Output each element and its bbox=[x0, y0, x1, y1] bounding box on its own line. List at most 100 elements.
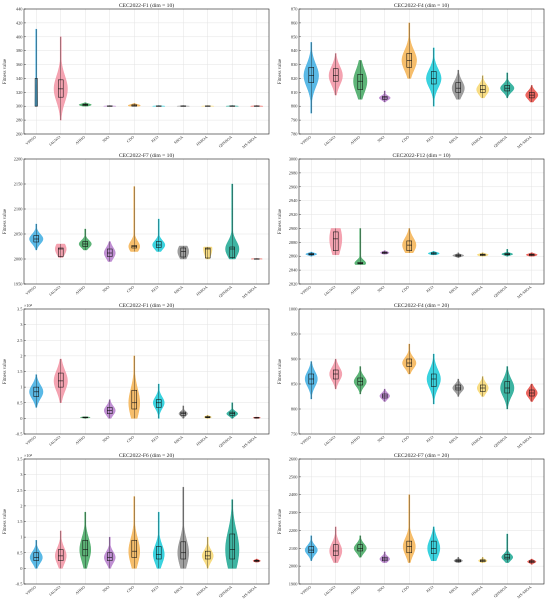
y-multiplier: ×10⁴ bbox=[24, 303, 33, 308]
x-category-label: MS-SBOA bbox=[517, 585, 533, 599]
iqr-box bbox=[308, 546, 314, 554]
violin-panel-1: 260 280 300 320 340 360 380 400 420 440 VPPSO IAGWO… bbox=[3, 2, 270, 149]
x-category-label: KEO bbox=[151, 585, 160, 593]
x-category-label: AHHO bbox=[75, 585, 86, 595]
y-axis-label: Fitness value bbox=[3, 59, 8, 84]
x-category-label: KEO bbox=[151, 135, 160, 143]
x-category-label: HSBOA bbox=[196, 585, 209, 597]
iqr-box bbox=[82, 539, 88, 557]
x-category-label: AHHO bbox=[350, 585, 361, 595]
x-category-label: SBOA bbox=[173, 285, 184, 295]
y-tick-label: 3000 bbox=[289, 157, 299, 162]
x-category-label: AHHO bbox=[350, 435, 361, 445]
iqr-box bbox=[431, 71, 437, 85]
x-category-label: HSBOA bbox=[471, 585, 484, 597]
iqr-box bbox=[455, 384, 461, 391]
iqr-box bbox=[455, 82, 461, 93]
x-category-label: CDO bbox=[401, 435, 410, 443]
y-tick-label: 2 bbox=[20, 503, 22, 508]
iqr-box bbox=[480, 253, 486, 256]
x-category-label: IAGWO bbox=[49, 285, 62, 297]
iqr-box bbox=[205, 550, 211, 560]
iqr-box bbox=[382, 393, 388, 399]
x-category-label: VPPSO bbox=[300, 285, 312, 296]
iqr-box bbox=[480, 85, 486, 93]
x-category-label: SBOA bbox=[173, 135, 184, 145]
y-tick-label: 850 bbox=[291, 382, 298, 387]
iqr-box bbox=[205, 247, 211, 259]
y-tick-label: 0 bbox=[20, 416, 23, 421]
y-tick-label: 1.5 bbox=[17, 519, 23, 524]
x-category-label: AHHO bbox=[75, 285, 86, 295]
y-tick-label: 2150 bbox=[14, 182, 24, 187]
y-tick-label: 2.5 bbox=[17, 488, 23, 493]
y-tick-label: 300 bbox=[16, 104, 23, 109]
violin-panel-2: 780 790 800 810 820 830 840 850 860 870 VPPSO IAGWO… bbox=[278, 2, 545, 149]
iqr-box bbox=[357, 74, 363, 90]
x-category-label: SBOA bbox=[448, 585, 459, 595]
y-tick-label: 2000 bbox=[14, 257, 24, 262]
iqr-box bbox=[431, 540, 437, 554]
y-tick-label: 2840 bbox=[289, 268, 299, 273]
y-tick-label: 2960 bbox=[289, 184, 299, 189]
x-category-label: HSBOA bbox=[471, 135, 484, 147]
y-tick-label: 840 bbox=[291, 48, 298, 53]
x-category-label: QHSBOA bbox=[218, 435, 233, 448]
x-category-label: QHSBOA bbox=[218, 585, 233, 598]
y-tick-label: 830 bbox=[291, 62, 298, 67]
violin-panel-4: 2820 2840 2860 2880 2900 2920 2940 2960 2980 3000… bbox=[278, 152, 545, 299]
y-tick-label: 2820 bbox=[289, 282, 299, 287]
x-category-label: SBOA bbox=[173, 435, 184, 445]
iqr-box bbox=[504, 554, 510, 560]
y-tick-label: 800 bbox=[291, 407, 298, 412]
x-category-label: KEO bbox=[151, 285, 160, 293]
iqr-box bbox=[382, 251, 388, 254]
iqr-box bbox=[229, 533, 235, 560]
iqr-box bbox=[156, 546, 162, 560]
x-category-label: HSBOA bbox=[196, 135, 209, 147]
x-category-label: VPPSO bbox=[25, 285, 37, 296]
iqr-box bbox=[333, 68, 339, 82]
y-tick-label: 340 bbox=[16, 76, 23, 81]
iqr-box bbox=[431, 373, 437, 387]
x-category-label: VPPSO bbox=[25, 585, 37, 596]
x-category-label: AHHO bbox=[75, 135, 86, 145]
iqr-box bbox=[504, 253, 510, 256]
y-tick-label: 870 bbox=[291, 7, 298, 12]
panel-title: CEC2022-F4 (dim = 20) bbox=[394, 302, 449, 309]
iqr-box bbox=[333, 231, 339, 251]
iqr-box bbox=[308, 373, 314, 385]
iqr-box bbox=[504, 381, 510, 394]
x-category-label: VPPSO bbox=[25, 135, 37, 146]
x-category-label: KEO bbox=[426, 135, 435, 143]
x-category-label: AHHO bbox=[75, 435, 86, 445]
violin-panel-5: -0.5 0 0.5 1 1.5 2 2.5 3 3.5 VPPSO IAGWO AHHO SDO CDO… bbox=[3, 302, 270, 449]
iqr-box bbox=[382, 96, 388, 100]
y-tick-label: 2100 bbox=[289, 546, 299, 551]
x-category-label: IAGWO bbox=[49, 135, 62, 147]
x-category-label: SDO bbox=[377, 135, 386, 143]
x-category-label: KEO bbox=[151, 435, 160, 443]
iqr-box bbox=[357, 377, 363, 386]
y-tick-label: 2000 bbox=[289, 564, 299, 569]
x-category-label: MS-SBOA bbox=[517, 135, 533, 149]
iqr-box bbox=[357, 262, 363, 265]
y-axis-label: Fitness value bbox=[278, 359, 283, 384]
iqr-box bbox=[58, 549, 64, 561]
y-tick-label: 860 bbox=[291, 20, 298, 25]
x-category-label: KEO bbox=[426, 435, 435, 443]
iqr-box bbox=[180, 541, 186, 560]
iqr-box bbox=[382, 556, 388, 562]
y-tick-label: 1 bbox=[20, 535, 22, 540]
iqr-box bbox=[455, 559, 461, 562]
y-tick-label: 1950 bbox=[14, 282, 24, 287]
iqr-box bbox=[33, 552, 39, 561]
x-category-label: HSBOA bbox=[471, 435, 484, 447]
x-category-label: SDO bbox=[102, 285, 111, 293]
y-tick-label: -0.5 bbox=[16, 432, 24, 437]
plot-frame bbox=[298, 458, 545, 585]
iqr-box bbox=[333, 369, 339, 380]
x-category-label: QHSBOA bbox=[493, 585, 508, 598]
iqr-box bbox=[131, 389, 137, 410]
x-category-label: AHHO bbox=[350, 135, 361, 145]
